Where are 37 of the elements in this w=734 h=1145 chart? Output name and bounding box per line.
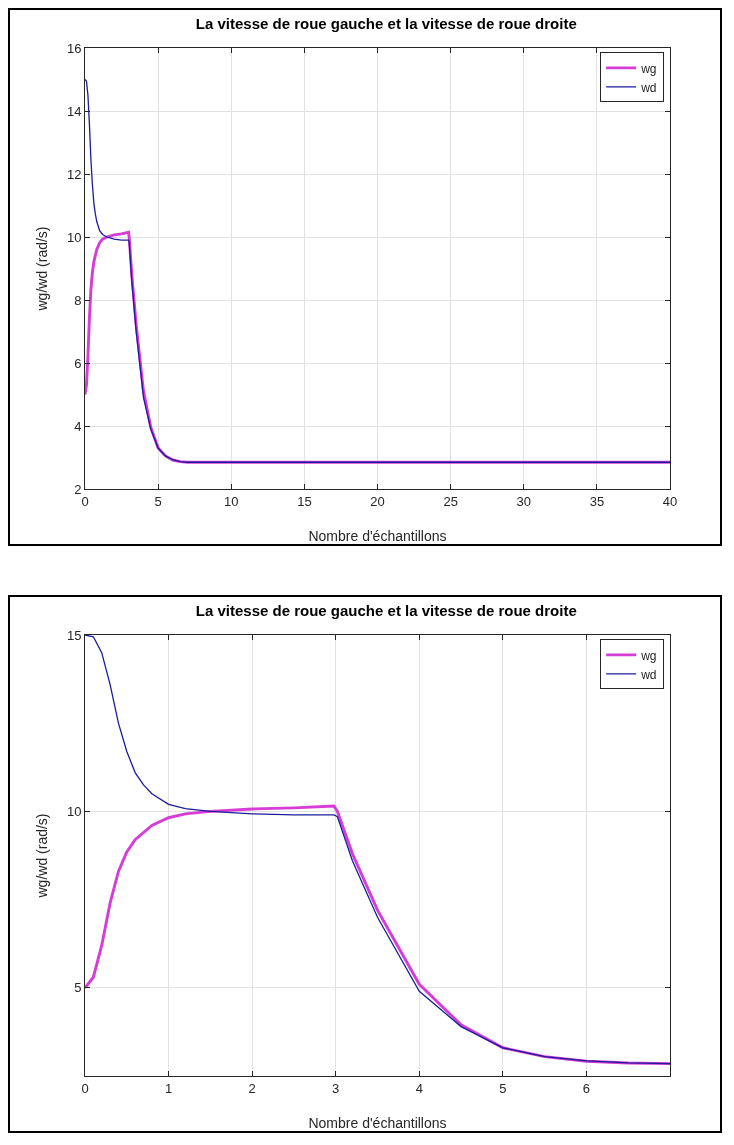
- y-tick-label: 16: [66, 40, 82, 56]
- x-tick-label: 40: [662, 493, 678, 509]
- x-tick-label: 5: [154, 493, 162, 509]
- y-tick-label: 12: [66, 166, 82, 182]
- x-tick-label: 4: [415, 1080, 423, 1096]
- x-tick-label: 25: [443, 493, 458, 509]
- legend-label: wd: [640, 667, 657, 682]
- y-tick-label: 5: [74, 980, 82, 996]
- x-axis-title: Nombre d'échantillons: [308, 1115, 447, 1131]
- x-tick-label: 30: [516, 493, 531, 509]
- legend-label: wd: [640, 80, 657, 95]
- y-tick-label: 6: [74, 355, 82, 371]
- chart-title: La vitesse de roue gauche et la vitesse de roue droite: [195, 14, 577, 32]
- y-tick-label: 8: [74, 292, 82, 308]
- y-tick-label: 10: [66, 803, 82, 819]
- x-tick-label: 15: [297, 493, 312, 509]
- chart-title: La vitesse de roue gauche et la vitesse de roue droite: [195, 601, 577, 619]
- x-tick-label: 5: [499, 1080, 507, 1096]
- y-axis-title: wg/wd (rad/s): [34, 813, 50, 899]
- x-tick-label: 6: [582, 1080, 591, 1096]
- y-tick-label: 14: [66, 103, 82, 119]
- y-tick-label: 10: [66, 229, 82, 245]
- x-tick-label: 2: [248, 1080, 256, 1096]
- x-tick-label: 35: [589, 493, 605, 509]
- y-tick-label: 15: [66, 627, 82, 643]
- x-axis-title: Nombre d'échantillons: [308, 528, 447, 544]
- y-tick-label: 2: [74, 481, 82, 497]
- legend-label: wg: [640, 648, 657, 663]
- y-tick-label: 4: [74, 418, 82, 434]
- x-tick-label: 3: [332, 1080, 340, 1096]
- x-tick-label: 0: [81, 1080, 89, 1096]
- x-tick-label: 1: [164, 1080, 173, 1096]
- x-tick-label: 10: [224, 493, 239, 509]
- y-axis-title: wg/wd (rad/s): [34, 226, 50, 312]
- legend-label: wg: [640, 61, 657, 76]
- x-tick-label: 0: [81, 493, 89, 509]
- x-tick-label: 20: [370, 493, 385, 509]
